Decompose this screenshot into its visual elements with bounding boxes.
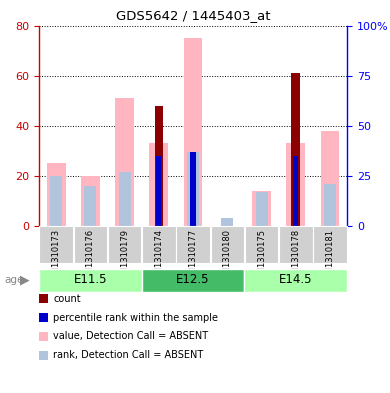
Bar <box>291 73 300 226</box>
Text: GSM1310180: GSM1310180 <box>223 229 232 285</box>
Text: age: age <box>4 275 23 285</box>
Text: GSM1310177: GSM1310177 <box>188 229 198 285</box>
Title: GDS5642 / 1445403_at: GDS5642 / 1445403_at <box>116 9 270 22</box>
Bar <box>321 131 339 226</box>
Text: value, Detection Call = ABSENT: value, Detection Call = ABSENT <box>53 331 209 342</box>
Bar <box>108 226 141 263</box>
Bar <box>154 106 163 226</box>
Bar <box>184 38 202 226</box>
Bar <box>313 226 347 263</box>
Text: E14.5: E14.5 <box>279 273 312 286</box>
Text: E12.5: E12.5 <box>176 273 210 286</box>
Text: count: count <box>53 294 81 304</box>
Bar <box>149 143 168 226</box>
Bar <box>187 152 199 226</box>
Bar <box>156 156 161 226</box>
Text: percentile rank within the sample: percentile rank within the sample <box>53 312 218 323</box>
Bar <box>293 156 298 226</box>
Bar <box>50 176 62 226</box>
Bar <box>39 226 73 263</box>
Bar <box>84 186 96 226</box>
Bar <box>115 98 134 226</box>
Bar <box>81 176 100 226</box>
Bar <box>255 192 268 226</box>
Bar <box>39 268 142 292</box>
Bar <box>252 191 271 226</box>
Bar <box>245 268 347 292</box>
Bar <box>74 226 107 263</box>
Bar <box>221 218 233 226</box>
Text: GSM1310178: GSM1310178 <box>291 229 300 285</box>
Bar <box>47 163 66 226</box>
Bar <box>211 226 244 263</box>
Text: GSM1310174: GSM1310174 <box>154 229 163 285</box>
Text: ▶: ▶ <box>20 274 30 286</box>
Text: GSM1310173: GSM1310173 <box>51 229 60 285</box>
Bar <box>245 226 278 263</box>
Text: GSM1310176: GSM1310176 <box>86 229 95 285</box>
Bar <box>190 152 196 226</box>
Text: E11.5: E11.5 <box>74 273 107 286</box>
Bar <box>286 143 305 226</box>
Bar <box>119 172 131 226</box>
Text: GSM1310175: GSM1310175 <box>257 229 266 285</box>
Text: GSM1310181: GSM1310181 <box>326 229 335 285</box>
Bar <box>142 268 245 292</box>
Text: rank, Detection Call = ABSENT: rank, Detection Call = ABSENT <box>53 350 204 360</box>
Text: GSM1310179: GSM1310179 <box>120 229 129 285</box>
Bar <box>279 226 312 263</box>
Bar <box>142 226 176 263</box>
Bar <box>176 226 210 263</box>
Bar <box>324 184 336 226</box>
